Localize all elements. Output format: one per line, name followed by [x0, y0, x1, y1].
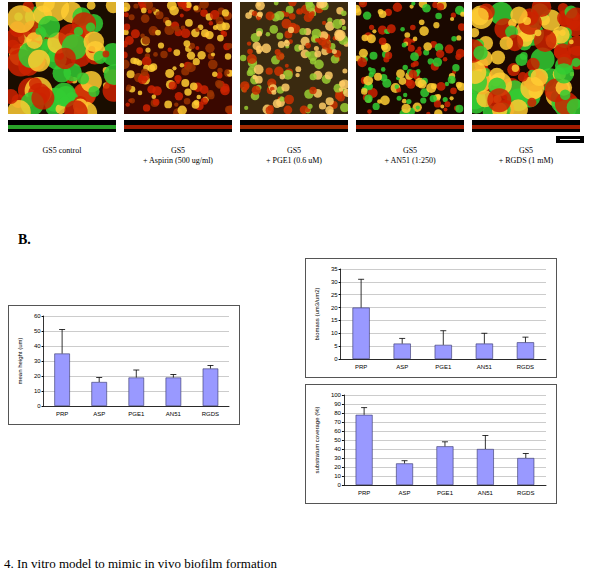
html-text:GS5: GS5: [402, 146, 418, 155]
svg-text:RGDS: RGDS: [517, 364, 534, 370]
svg-text:0: 0: [334, 356, 338, 362]
svg-text:PGE1: PGE1: [128, 411, 145, 417]
svg-text:PRP: PRP: [56, 411, 68, 417]
svg-text:100: 100: [331, 392, 342, 398]
svg-text:20: 20: [334, 464, 341, 470]
html-text:B.: B.: [18, 232, 31, 247]
svg-text:60: 60: [34, 313, 41, 319]
svg-text:20: 20: [331, 305, 338, 311]
svg-text:35: 35: [331, 266, 338, 272]
html-text:+ AN51 (1:250): + AN51 (1:250): [384, 156, 436, 165]
html-text:+ Aspirin (500 ug/ml): + Aspirin (500 ug/ml): [143, 156, 213, 165]
svg-text:30: 30: [34, 358, 41, 364]
svg-text:10: 10: [334, 473, 341, 479]
svg-text:mean height (um): mean height (um): [17, 337, 23, 384]
svg-text:AN51: AN51: [478, 490, 494, 496]
svg-text:0: 0: [338, 482, 342, 488]
svg-text:40: 40: [34, 343, 41, 349]
svg-text:PGE1: PGE1: [437, 490, 454, 496]
svg-text:PRP: PRP: [358, 490, 370, 496]
svg-text:10: 10: [331, 330, 338, 336]
svg-text:40: 40: [334, 446, 341, 452]
svg-text:30: 30: [334, 455, 341, 461]
svg-text:substratum coverage (%): substratum coverage (%): [314, 406, 320, 473]
svg-text:10: 10: [34, 388, 41, 394]
svg-text:ASP: ASP: [396, 364, 408, 370]
html-text:GS5: GS5: [286, 146, 302, 155]
svg-text:RGDS: RGDS: [202, 411, 219, 417]
svg-text:ASP: ASP: [93, 411, 105, 417]
html-text:GS5: GS5: [518, 146, 534, 155]
svg-text:biomass (um3/um2): biomass (um3/um2): [314, 287, 320, 340]
svg-text:60: 60: [334, 428, 341, 434]
svg-text:AN51: AN51: [166, 411, 182, 417]
svg-text:5: 5: [334, 343, 338, 349]
svg-text:RGDS: RGDS: [517, 490, 534, 496]
html-text:GS5: GS5: [170, 146, 186, 155]
svg-text:90: 90: [334, 401, 341, 407]
svg-text:25: 25: [331, 292, 338, 298]
html-text:+ RGDS (1 mM): + RGDS (1 mM): [498, 156, 554, 165]
svg-text:AN51: AN51: [477, 364, 493, 370]
html-text:4. In vitro model to mimic in: 4. In vitro model to mimic in vivo biofi…: [4, 556, 277, 571]
svg-text:20: 20: [34, 373, 41, 379]
svg-text:0: 0: [37, 403, 41, 409]
svg-text:PRP: PRP: [355, 364, 367, 370]
svg-text:50: 50: [334, 437, 341, 443]
svg-text:15: 15: [331, 317, 338, 323]
svg-text:PGE1: PGE1: [435, 364, 452, 370]
svg-text:ASP: ASP: [399, 490, 411, 496]
svg-text:30: 30: [331, 279, 338, 285]
svg-text:80: 80: [334, 410, 341, 416]
html-text:GS5 control: GS5 control: [42, 146, 82, 155]
html-text:+ PGE1 (0.6 uM): + PGE1 (0.6 uM): [266, 156, 322, 165]
svg-text:70: 70: [334, 419, 341, 425]
svg-text:50: 50: [34, 328, 41, 334]
